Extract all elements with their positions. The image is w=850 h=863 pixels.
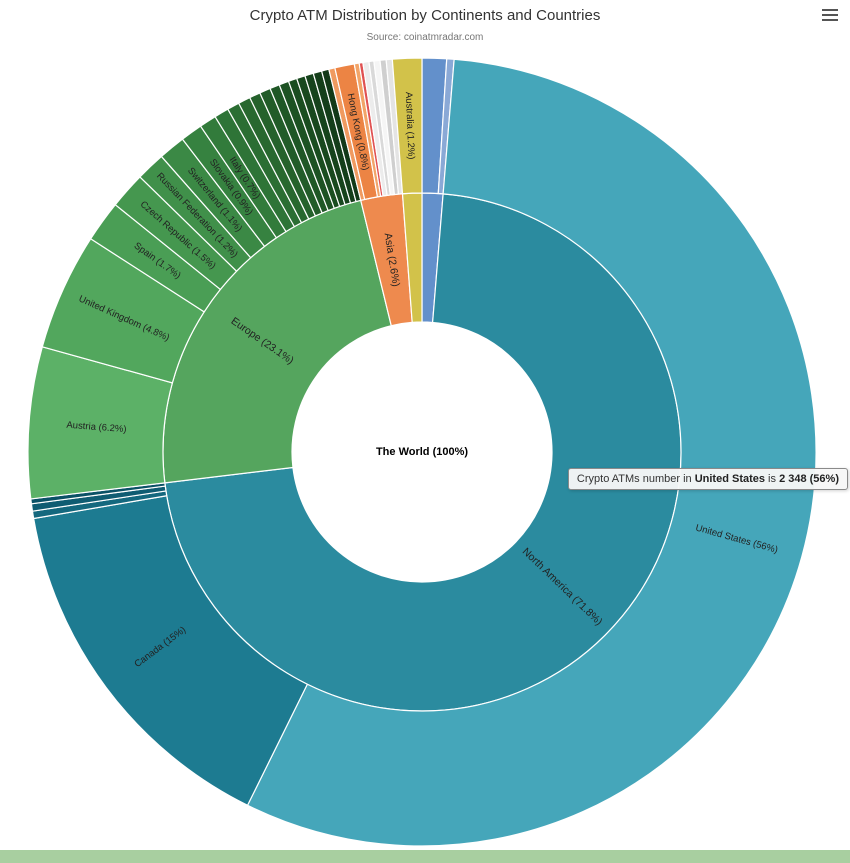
segment-australia-1-2[interactable] <box>391 57 423 195</box>
hamburger-icon <box>822 9 838 11</box>
footer-strip <box>0 850 850 863</box>
chart-source: Source: coinatmradar.com <box>366 32 484 43</box>
tooltip-text: Crypto ATMs number in <box>576 473 695 485</box>
segment-united-states-56[interactable] <box>246 58 817 847</box>
tooltip: Crypto ATMs number in United States is 2… <box>567 468 848 490</box>
page-title: Crypto ATM Distribution by Continents an… <box>249 7 601 24</box>
hamburger-icon <box>822 14 838 16</box>
tooltip-value: 2 348 (56%) <box>779 473 839 485</box>
tooltip-country: United States <box>694 473 765 485</box>
tooltip-text: is <box>765 473 780 485</box>
export-menu-button[interactable] <box>822 9 838 23</box>
hamburger-icon <box>822 19 838 21</box>
center-label: The World (100%) <box>376 446 468 458</box>
